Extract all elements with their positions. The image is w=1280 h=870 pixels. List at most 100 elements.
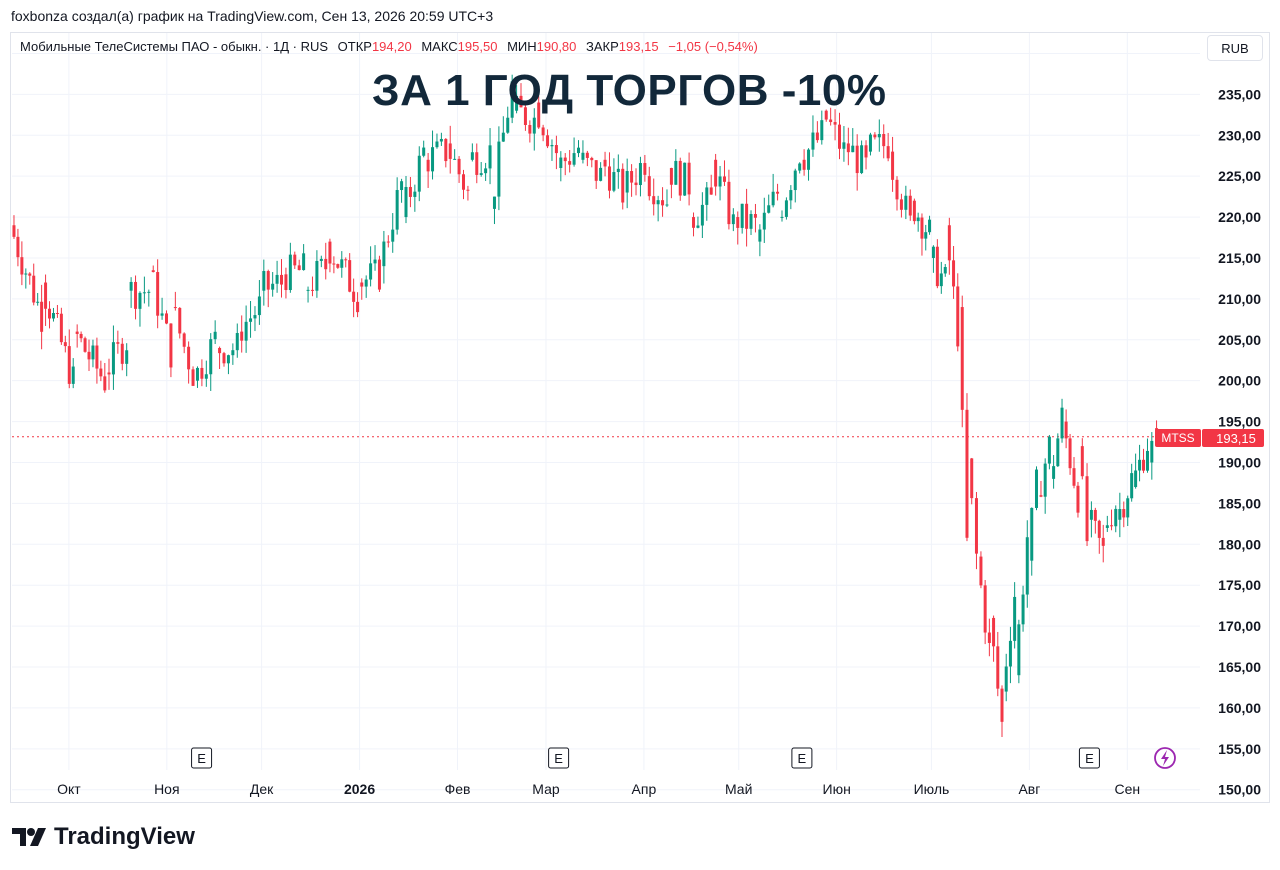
earnings-marker[interactable]: E [1078, 747, 1100, 769]
candle [244, 305, 248, 353]
candle-body [91, 345, 95, 360]
candle-body [510, 81, 514, 118]
candle-body [36, 301, 40, 303]
candle-body [616, 168, 620, 173]
candle-body [310, 289, 314, 291]
candle [195, 366, 199, 388]
candle [306, 286, 310, 303]
candle [996, 631, 1000, 697]
candle [1105, 515, 1109, 532]
candle [488, 128, 492, 185]
candle [960, 295, 964, 428]
candle [824, 109, 828, 122]
candle [99, 360, 103, 382]
candle [501, 116, 505, 142]
candle [851, 128, 855, 153]
candle [32, 263, 36, 306]
candle [426, 153, 430, 188]
candle-body [519, 95, 523, 108]
earnings-marker[interactable]: E [791, 747, 813, 769]
candle [1145, 438, 1149, 473]
earnings-marker[interactable]: E [191, 747, 213, 769]
candle [1089, 501, 1093, 538]
candle-body [324, 258, 328, 270]
candle-body [479, 173, 483, 175]
candle [515, 85, 519, 114]
candle-body [191, 369, 195, 386]
candle-body [95, 345, 99, 369]
chart-frame [10, 32, 1270, 803]
candle-body [280, 274, 284, 285]
earnings-marker[interactable]: E [548, 747, 570, 769]
candle-body [824, 110, 828, 120]
earnings-marker-box [791, 747, 813, 769]
candle-body [1030, 507, 1034, 561]
earnings-marker-label: E [197, 751, 206, 766]
candle [1134, 453, 1138, 489]
candle [877, 119, 881, 152]
candle-body [63, 342, 67, 347]
y-tick-label: 155,00 [1218, 741, 1261, 757]
candle [789, 185, 793, 210]
candle [802, 149, 806, 176]
candle-body [319, 258, 323, 261]
close-value: 193,15 [618, 39, 659, 54]
candle [656, 195, 660, 222]
candle [408, 176, 412, 208]
candle [661, 187, 665, 217]
flash-icon-button[interactable] [1154, 747, 1176, 769]
candle [40, 284, 44, 350]
candle [979, 551, 983, 589]
candle [395, 177, 399, 235]
candle-body [218, 347, 222, 354]
candle [947, 217, 951, 275]
candle-body [83, 338, 87, 352]
candle [731, 208, 735, 232]
candle-body [829, 119, 833, 123]
candle [616, 154, 620, 189]
candle [678, 157, 682, 201]
candle-body [731, 214, 735, 225]
candle-body [200, 367, 204, 379]
candle-body [594, 160, 598, 181]
candle [257, 280, 261, 325]
candle [815, 121, 819, 143]
earnings-marker-label: E [1085, 751, 1094, 766]
candle-body [1080, 446, 1084, 477]
y-tick-label: 190,00 [1218, 454, 1261, 470]
tradingview-logo[interactable]: TradingView [12, 823, 195, 851]
candle-body [638, 163, 642, 186]
price-tag-value-bg [1202, 429, 1264, 447]
low-value: 190,80 [536, 39, 577, 54]
candle-body [332, 263, 336, 265]
candle [528, 120, 532, 143]
currency-button[interactable]: RUB [1207, 35, 1263, 61]
candle-body [960, 307, 964, 410]
candle [369, 246, 373, 287]
y-tick-label: 210,00 [1218, 291, 1261, 307]
candle [1138, 444, 1142, 482]
candle-body [758, 229, 762, 242]
candle-body [807, 149, 811, 170]
candle [1000, 685, 1004, 737]
candle [599, 162, 603, 182]
candle-body [935, 246, 939, 287]
candle [377, 255, 381, 292]
candle [895, 176, 899, 211]
candle-body [213, 331, 217, 340]
candle-body [20, 257, 24, 275]
candle [585, 150, 589, 167]
candle [1122, 501, 1126, 528]
candle-body [523, 107, 527, 126]
candle-body [297, 265, 301, 271]
candle-body [718, 176, 722, 187]
candle-body [924, 232, 928, 239]
earnings-marker-label: E [798, 751, 807, 766]
candle [811, 115, 815, 157]
candle [581, 140, 585, 164]
candle [541, 124, 545, 142]
candle-body [182, 333, 186, 347]
candle-body [939, 273, 943, 287]
candle [431, 130, 435, 180]
